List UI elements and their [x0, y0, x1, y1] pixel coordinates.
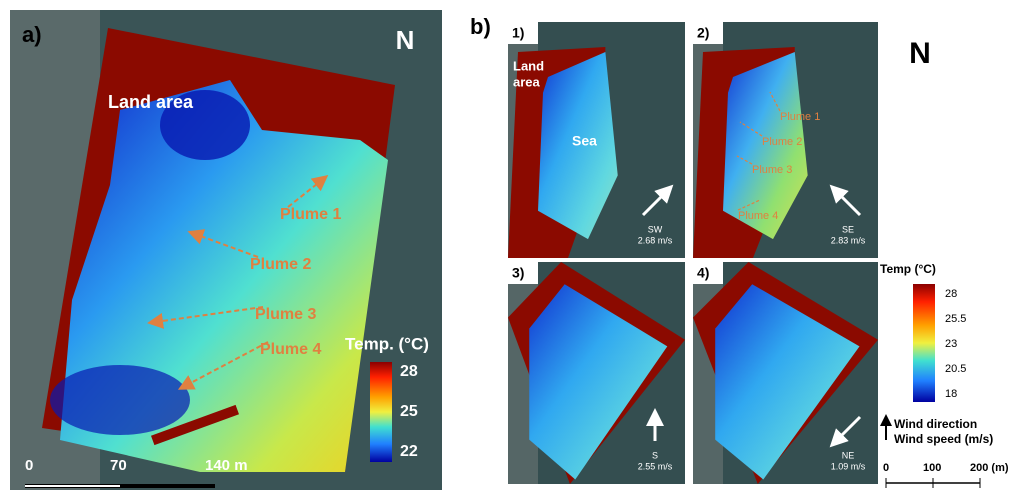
panel-label: b)	[470, 14, 491, 39]
panel-label: a)	[22, 22, 42, 47]
north-arrow: N	[396, 25, 415, 55]
legend-text: Wind speed (m/s)	[894, 432, 993, 446]
colorbar-tick: 20.5	[945, 363, 966, 375]
scale-label: 100	[923, 462, 941, 474]
plume-label: Plume 4	[738, 210, 778, 222]
wind-direction: NE	[842, 450, 855, 460]
scale-label: 0	[883, 462, 889, 474]
plume-label: Plume 4	[260, 341, 321, 358]
colorbar-title: Temp. (°C)	[345, 334, 429, 353]
wind-direction: SE	[842, 224, 854, 234]
wind-speed: 2.83 m/s	[831, 235, 866, 245]
sea-label: Sea	[572, 133, 597, 149]
scale-label: 140 m	[205, 457, 248, 474]
wind-speed: 2.68 m/s	[638, 235, 673, 245]
wind-direction: S	[652, 450, 658, 460]
plume-label: Plume 3	[255, 306, 316, 323]
scale-label: 70	[110, 457, 127, 474]
map-tile: 4) NE1.09 m/s	[693, 262, 878, 484]
land-label: Land area	[108, 92, 194, 112]
north-arrow: N	[909, 37, 931, 70]
legend-text: Wind direction	[894, 417, 977, 431]
wind-speed: 2.55 m/s	[638, 461, 673, 471]
tile-label: 4)	[697, 265, 709, 281]
scale-label: 200 (m)	[970, 462, 1009, 474]
plume-label: Plume 1	[280, 206, 341, 223]
colorbar-tick: 22	[400, 443, 418, 460]
colorbar	[913, 284, 935, 402]
plume-label: Plume 3	[752, 164, 792, 176]
tile-label: 2)	[697, 25, 709, 41]
colorbar-title: Temp (°C)	[880, 262, 936, 276]
colorbar-tick: 28	[400, 363, 418, 380]
cold-water	[50, 365, 190, 435]
tile-label: 1)	[512, 25, 524, 41]
wind-direction: SW	[648, 224, 663, 234]
scale-label: 0	[25, 457, 33, 474]
colorbar-tick: 28	[945, 288, 957, 300]
land-label: area	[513, 74, 541, 89]
figure: a) Land area N Temp. (°C) b) N Temp (°C)…	[0, 0, 1027, 490]
plume-label: Plume 2	[250, 256, 311, 273]
map-tile: 3) S2.55 m/s	[508, 262, 685, 484]
plume-label: Plume 1	[780, 111, 820, 123]
tile-label: 3)	[512, 265, 524, 281]
colorbar-tick: 25.5	[945, 313, 966, 325]
colorbar-tick: 18	[945, 388, 957, 400]
land-label: Land	[513, 58, 544, 73]
colorbar-tick: 23	[945, 338, 957, 350]
colorbar-tick: 25	[400, 403, 418, 420]
plume-label: Plume 2	[762, 136, 802, 148]
colorbar	[370, 362, 392, 462]
wind-speed: 1.09 m/s	[831, 461, 866, 471]
